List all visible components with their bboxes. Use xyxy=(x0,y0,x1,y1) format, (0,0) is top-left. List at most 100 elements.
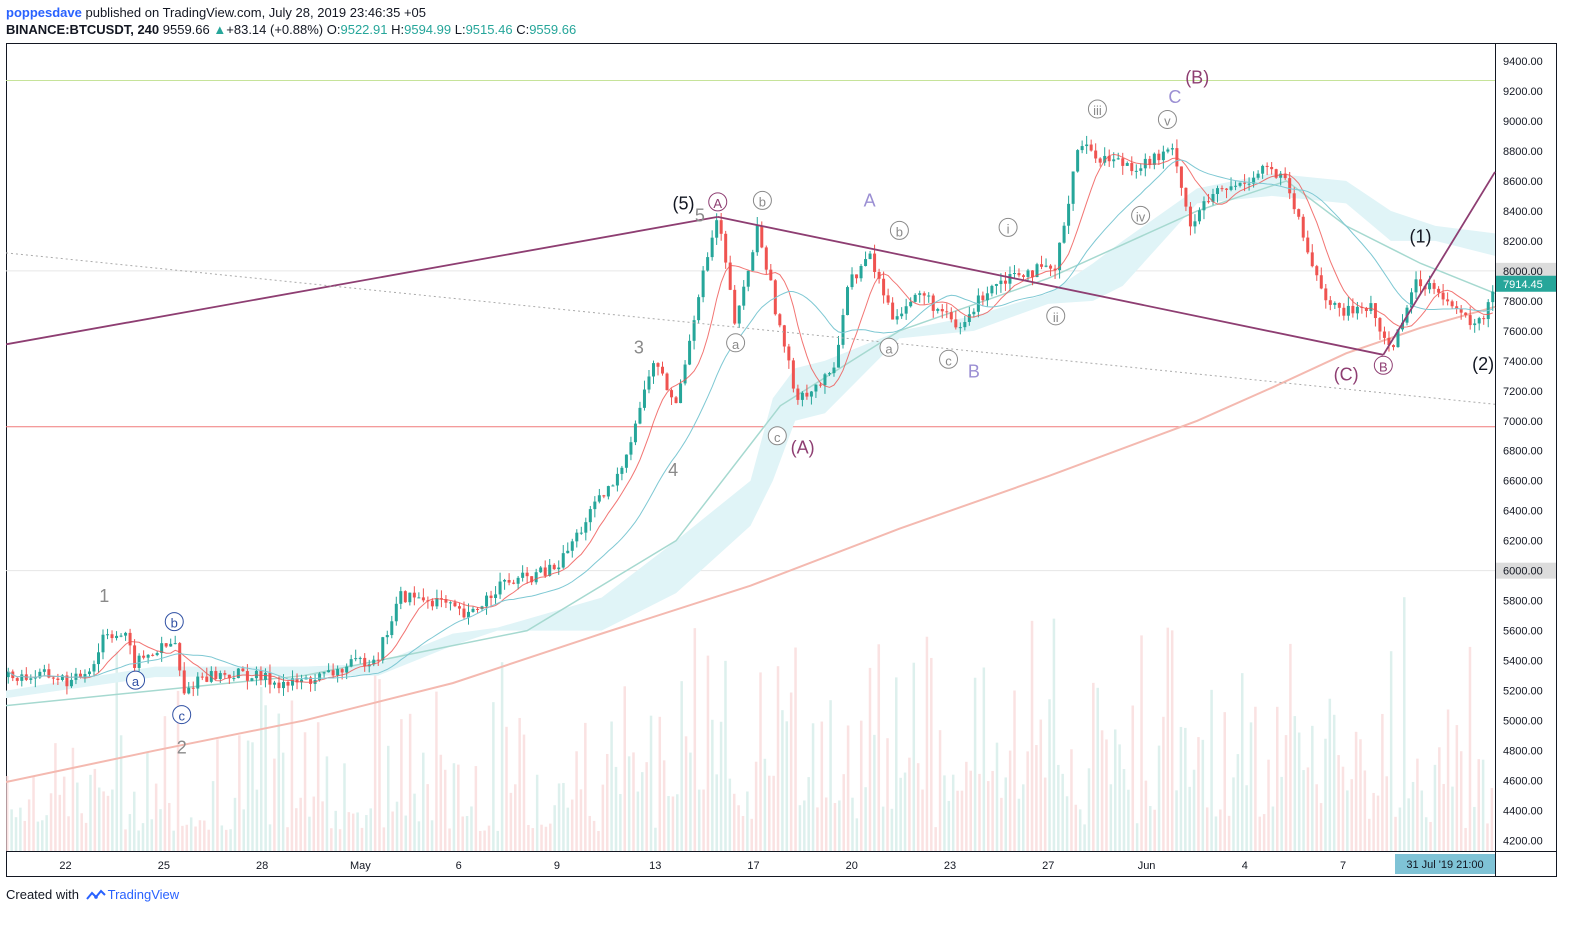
candle-body xyxy=(110,634,114,639)
candle-body xyxy=(918,293,922,295)
volume-bar xyxy=(768,775,771,851)
candle-body xyxy=(263,672,267,680)
candle-body xyxy=(782,325,786,347)
candle-body xyxy=(412,592,416,598)
last-price: 9559.66 xyxy=(162,22,210,37)
volume-bar xyxy=(133,791,136,851)
candle-body xyxy=(381,637,385,661)
candle-body xyxy=(1216,188,1220,195)
volume-bar xyxy=(500,662,504,851)
candle-body xyxy=(913,294,917,302)
volume-bar xyxy=(859,720,863,851)
candle-body xyxy=(1058,242,1062,271)
volume-bar xyxy=(1433,764,1437,851)
volume-bar xyxy=(1359,739,1362,851)
candle-body xyxy=(552,564,556,570)
volume-bar xyxy=(1319,803,1323,851)
candle-body xyxy=(557,567,561,570)
volume-bar xyxy=(422,752,425,851)
volume-bar xyxy=(220,825,224,851)
candle-body xyxy=(507,580,511,583)
volume-bar xyxy=(794,647,797,851)
candle-body xyxy=(516,577,520,584)
volume-bar xyxy=(592,820,596,851)
candle-body xyxy=(967,314,971,323)
wave-label: (2) xyxy=(1472,354,1494,374)
volume-bar xyxy=(890,808,894,851)
volume-bar xyxy=(1100,730,1104,851)
volume-bar xyxy=(124,829,127,851)
author-link[interactable]: poppesdave xyxy=(6,5,82,20)
volume-bar xyxy=(194,826,197,851)
candle-body xyxy=(1432,283,1436,289)
volume-bar xyxy=(649,715,653,851)
ohlc-legend: BINANCE:BTCUSDT, 240 9559.66 ▲+83.14 (+0… xyxy=(6,21,576,38)
y-tick-label: 4200.00 xyxy=(1503,836,1543,848)
y-tick-label: 7600.00 xyxy=(1503,326,1543,338)
candle-body xyxy=(543,567,547,576)
volume-bar xyxy=(934,827,937,851)
volume-bar xyxy=(264,705,267,851)
candle-body xyxy=(1035,264,1039,278)
publish-line: poppesdave published on TradingView.com,… xyxy=(6,4,576,21)
chart-container[interactable]: 1 2 3 4 5 (5) A (A) (B) (C) B A B C (1) (2) a b c a b c b a c i ii… xyxy=(5,43,1557,877)
candle-body xyxy=(1053,268,1057,271)
price-tag-bg xyxy=(1496,262,1556,279)
volume-bar xyxy=(820,721,824,851)
candle-body xyxy=(1206,201,1210,203)
volume-bar xyxy=(693,628,697,851)
volume-bar xyxy=(119,735,123,851)
volume-bar xyxy=(457,764,460,851)
candle-body xyxy=(340,669,344,673)
volume-bar xyxy=(141,823,145,851)
volume-bar xyxy=(483,830,486,851)
volume-bar xyxy=(1048,699,1051,851)
volume-bar xyxy=(387,745,390,851)
wave-label: (B) xyxy=(1185,67,1209,87)
candle-body xyxy=(1094,150,1098,159)
wave-label: b xyxy=(896,224,903,239)
y-tick-label: 8200.00 xyxy=(1503,236,1543,248)
candle-body xyxy=(272,682,276,685)
volume-bar xyxy=(816,807,819,851)
wave-label: iv xyxy=(1136,209,1146,224)
candle-body xyxy=(137,655,141,668)
candle-body xyxy=(1310,252,1314,267)
volume-bar xyxy=(908,757,911,851)
volume-bar xyxy=(373,662,377,851)
candle-body xyxy=(309,677,313,684)
candle-body xyxy=(629,442,633,455)
tradingview-link[interactable]: TradingView xyxy=(107,887,180,902)
candle-body xyxy=(778,314,782,326)
volume-bar xyxy=(1227,815,1231,851)
x-tick-label: 25 xyxy=(158,860,170,872)
candle-body xyxy=(787,346,791,361)
volume-bar xyxy=(347,812,351,851)
volume-bar xyxy=(1385,776,1389,851)
y-tick-label: 5000.00 xyxy=(1503,716,1543,728)
volume-bar xyxy=(588,815,591,851)
candle-body xyxy=(96,652,100,665)
trendline xyxy=(1382,171,1496,356)
candle-body xyxy=(733,289,737,324)
volume-bar xyxy=(430,820,434,851)
y-tick-label: 4800.00 xyxy=(1503,746,1543,758)
candle-body xyxy=(394,603,398,622)
candle-body xyxy=(1121,158,1125,166)
candle-body xyxy=(1238,182,1242,186)
volume-bar xyxy=(84,822,88,851)
wave-label-circle xyxy=(1157,109,1177,129)
volume-bar xyxy=(417,821,421,851)
volume-bar xyxy=(930,657,933,851)
candle-body xyxy=(1017,273,1021,276)
volume-bar xyxy=(1210,689,1213,851)
candle-body xyxy=(534,572,538,583)
volume-bar xyxy=(369,808,372,851)
candle-body xyxy=(15,678,19,681)
wave-label: B xyxy=(968,361,980,381)
volume-bar xyxy=(211,781,215,851)
volume-bar xyxy=(1017,798,1021,851)
volume-bar xyxy=(1052,618,1056,851)
volume-bar xyxy=(1367,818,1371,851)
